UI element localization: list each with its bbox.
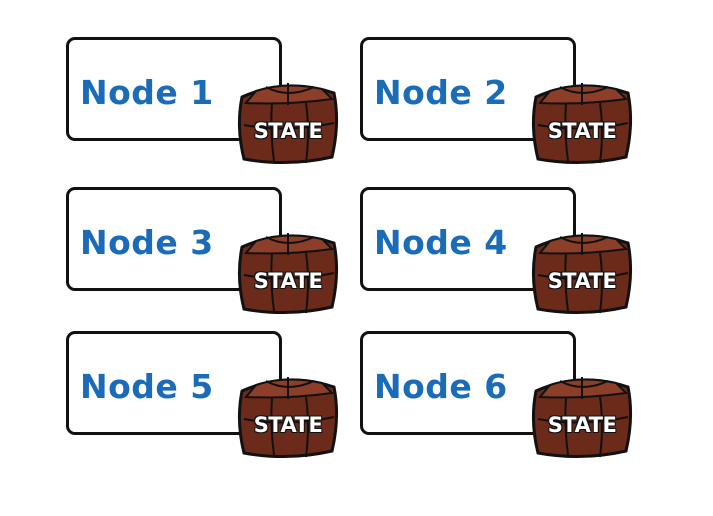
- state-label: STATE: [253, 269, 323, 294]
- node-1: Node 1 STATE: [66, 37, 339, 165]
- state-box: STATE: [530, 75, 634, 167]
- node-label: Node 1: [80, 73, 214, 112]
- state-box: STATE: [236, 225, 340, 317]
- node-box: [66, 331, 282, 435]
- state-label: STATE: [547, 119, 617, 144]
- box-icon: [531, 377, 633, 459]
- state-box: STATE: [530, 369, 634, 461]
- node-label: Node 4: [374, 223, 508, 262]
- box-icon: [237, 233, 339, 315]
- state-label: STATE: [253, 119, 323, 144]
- node-3: Node 3 STATE: [66, 187, 339, 315]
- box-icon: [531, 83, 633, 165]
- node-2: Node 2 STATE: [360, 37, 633, 165]
- box-icon: [237, 377, 339, 459]
- state-label: STATE: [253, 413, 323, 438]
- state-box: STATE: [236, 75, 340, 167]
- node-label: Node 2: [374, 73, 508, 112]
- node-label: Node 3: [80, 223, 214, 262]
- state-box: STATE: [530, 225, 634, 317]
- node-4: Node 4 STATE: [360, 187, 633, 315]
- node-box: [66, 37, 282, 141]
- node-label: Node 6: [374, 367, 508, 406]
- node-6: Node 6 STATE: [360, 331, 633, 459]
- node-label: Node 5: [80, 367, 214, 406]
- state-label: STATE: [547, 269, 617, 294]
- box-icon: [531, 233, 633, 315]
- state-box: STATE: [236, 369, 340, 461]
- state-label: STATE: [547, 413, 617, 438]
- box-icon: [237, 83, 339, 165]
- node-5: Node 5 STATE: [66, 331, 339, 459]
